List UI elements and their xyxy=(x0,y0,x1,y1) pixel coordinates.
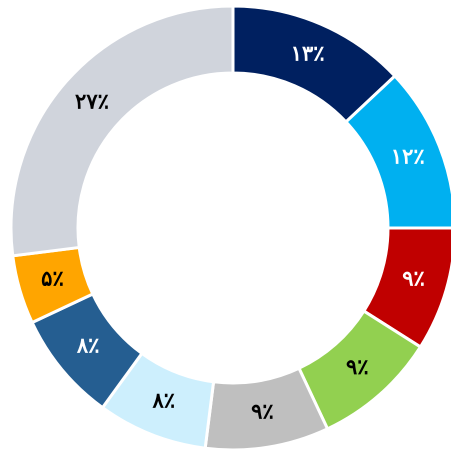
data-label: ۹٪ xyxy=(402,266,425,290)
data-label: ۸٪ xyxy=(152,389,176,413)
data-label: ۱۲٪ xyxy=(391,145,425,169)
donut-slice xyxy=(343,73,451,230)
data-label: ۲۷٪ xyxy=(75,89,109,113)
data-label: ۹٪ xyxy=(251,399,274,423)
data-label: ۱۳٪ xyxy=(291,41,325,65)
data-label: ۵٪ xyxy=(41,266,64,290)
data-label: ۹٪ xyxy=(346,355,369,379)
donut-slice xyxy=(9,4,235,258)
data-label: ۸٪ xyxy=(76,334,100,358)
